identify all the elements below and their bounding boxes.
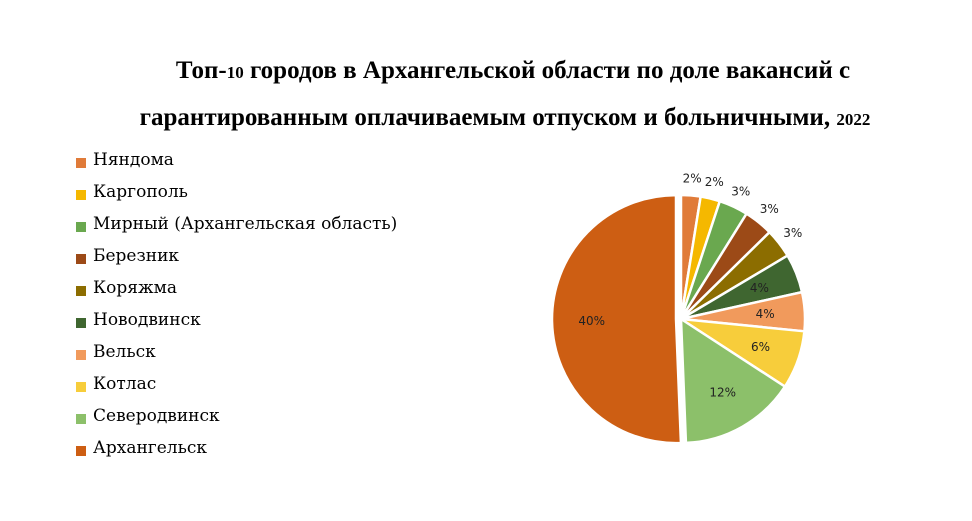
legend-swatch	[76, 446, 86, 456]
legend-label: Котлас	[93, 374, 157, 394]
legend-label: Няндома	[93, 150, 174, 170]
data-label: 4%	[756, 307, 775, 321]
data-label: 2%	[705, 175, 724, 189]
legend-label: Каргополь	[93, 182, 188, 202]
pie-slice	[679, 316, 787, 445]
legend-swatch	[76, 158, 86, 168]
pie-slice	[550, 193, 683, 445]
legend-swatch	[76, 254, 86, 264]
legend-swatch	[76, 414, 86, 424]
legend-label: Коряжма	[93, 278, 177, 298]
legend-swatch	[76, 190, 86, 200]
legend-swatch	[76, 382, 86, 392]
legend-swatch	[76, 286, 86, 296]
legend-label: Вельск	[93, 342, 156, 362]
legend-label: Северодвинск	[93, 406, 220, 426]
data-label: 40%	[578, 314, 605, 328]
legend-label: Мирный (Архангельская область)	[93, 214, 398, 234]
data-label: 2%	[683, 171, 702, 185]
data-label: 6%	[751, 340, 770, 354]
data-label: 12%	[709, 385, 736, 399]
legend-swatch	[76, 350, 86, 360]
legend-swatch	[76, 318, 86, 328]
legend-label: Новодвинск	[93, 310, 201, 330]
legend-label: Архангельск	[93, 438, 207, 458]
data-label: 4%	[750, 281, 769, 295]
chart-title-line2: гарантированным оплачиваемым отпуском и …	[139, 104, 871, 131]
data-label: 3%	[783, 226, 802, 240]
legend-swatch	[76, 222, 86, 232]
chart-title-line1: Топ-10 городов в Архангельской области п…	[175, 57, 851, 84]
data-label: 3%	[731, 184, 750, 198]
data-label: 3%	[760, 202, 779, 216]
legend-label: Березник	[93, 246, 180, 266]
